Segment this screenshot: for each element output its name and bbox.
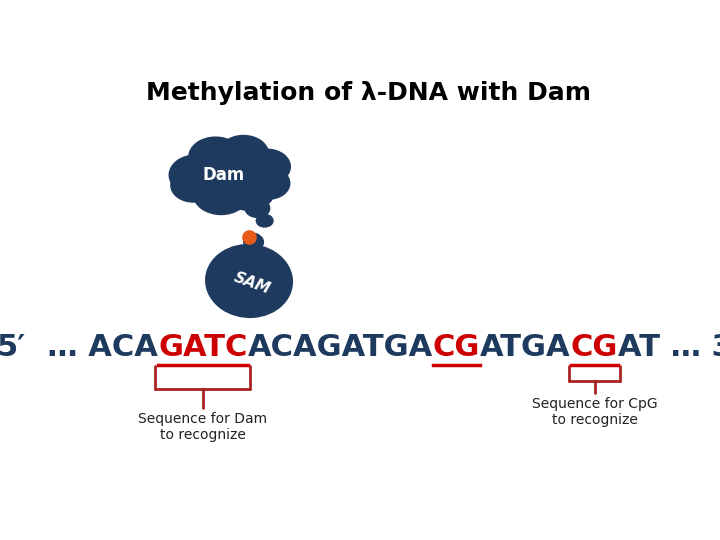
Circle shape xyxy=(224,173,274,211)
Text: CG: CG xyxy=(571,333,618,362)
Text: ATGA: ATGA xyxy=(480,333,571,362)
Text: Methylation of λ-DNA with Dam: Methylation of λ-DNA with Dam xyxy=(146,82,592,105)
Circle shape xyxy=(196,146,269,200)
Text: GATC: GATC xyxy=(158,333,248,362)
Ellipse shape xyxy=(243,233,264,249)
Text: 5′: 5′ xyxy=(0,333,27,362)
Circle shape xyxy=(171,168,215,202)
Circle shape xyxy=(245,199,270,218)
Text: ACAGATGA: ACAGATGA xyxy=(248,333,433,362)
Text: AT … 3′: AT … 3′ xyxy=(618,333,720,362)
Circle shape xyxy=(189,137,243,177)
Circle shape xyxy=(218,136,269,173)
Circle shape xyxy=(169,155,222,195)
Text: SAM: SAM xyxy=(231,269,272,296)
Text: Sequence for CpG
to recognize: Sequence for CpG to recognize xyxy=(531,397,657,427)
Ellipse shape xyxy=(206,245,292,318)
Circle shape xyxy=(256,214,273,227)
Circle shape xyxy=(193,173,249,214)
Text: Dam: Dam xyxy=(203,166,245,184)
Text: Sequence for Dam
to recognize: Sequence for Dam to recognize xyxy=(138,412,267,442)
Circle shape xyxy=(243,149,290,184)
Text: … ACA: … ACA xyxy=(27,333,158,362)
Circle shape xyxy=(248,167,289,199)
Text: CG: CG xyxy=(433,333,480,362)
Point xyxy=(243,233,255,242)
